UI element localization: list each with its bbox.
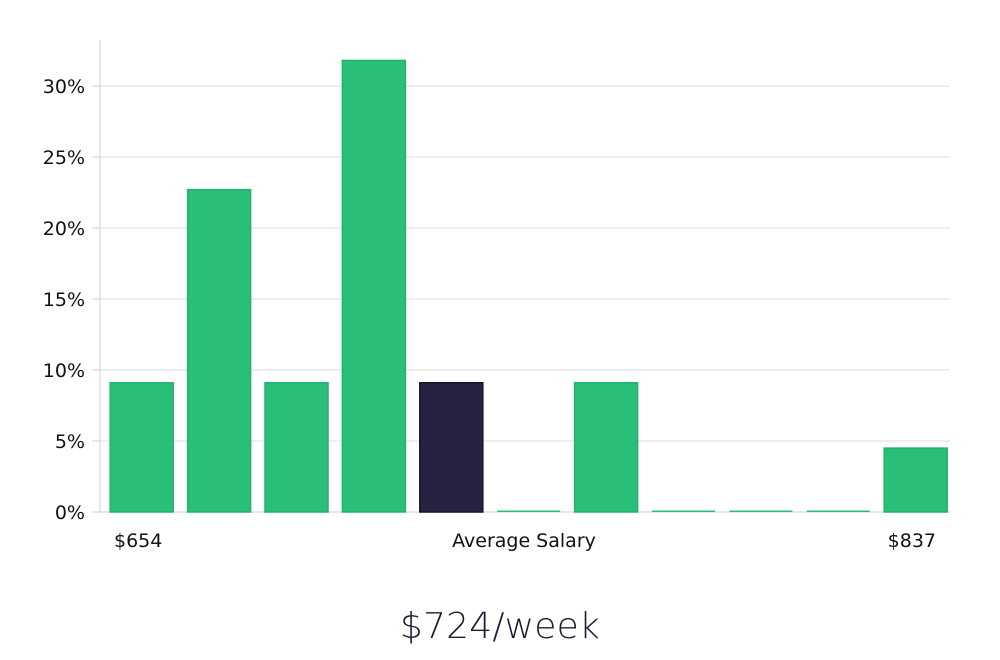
bar-zero [729,510,793,512]
y-tick-label: 5% [55,431,85,453]
x-label-min: $654 [114,530,162,552]
x-label-center: Average Salary [452,530,596,552]
x-axis-labels: $654 Average Salary $837 [114,530,936,552]
bar-zero [652,510,715,512]
bar [264,382,329,513]
y-tick-label: 15% [43,289,85,311]
bar-zero [806,510,870,512]
y-tick-label: 20% [43,218,85,240]
y-tick-label: 0% [55,502,85,524]
bar [109,382,174,513]
y-tick-labels: 0% 5% 10% 15% 20% 25% 30% [43,76,85,524]
bar [186,188,252,513]
bars [109,59,948,513]
bar-zero [497,510,561,512]
y-tick-label: 30% [43,76,85,98]
bar [341,59,407,513]
bar-average-salary [419,382,484,513]
x-label-max: $837 [888,530,936,552]
salary-histogram-chart: 0% 5% 10% 15% 20% 25% 30% $654 Average Salary … [43,40,950,552]
average-salary-headline: $724/week [399,606,601,647]
y-tick-label: 25% [43,147,85,169]
bar [883,447,948,513]
bar [573,382,639,513]
y-tick-label: 10% [43,360,85,382]
